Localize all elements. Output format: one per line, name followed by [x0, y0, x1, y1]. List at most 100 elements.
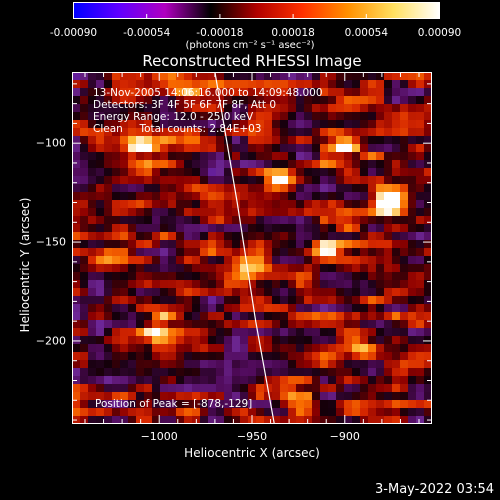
heatmap-cell [128, 304, 137, 313]
heatmap-cell [352, 376, 361, 385]
heatmap-cell [136, 88, 145, 97]
heatmap-cell [160, 360, 169, 369]
heatmap-cell [288, 360, 297, 369]
heatmap-cell [368, 304, 377, 313]
heatmap-cell [168, 112, 177, 121]
heatmap-cell [128, 88, 137, 97]
heatmap-cell [288, 208, 297, 217]
heatmap-cell [400, 80, 409, 89]
heatmap-cell [112, 96, 121, 105]
heatmap-cell [176, 160, 185, 169]
heatmap-cell [280, 416, 289, 424]
heatmap-cell [240, 368, 249, 377]
heatmap-cell [256, 72, 265, 81]
heatmap-cell [104, 224, 113, 233]
heatmap-cell [88, 240, 97, 249]
heatmap-cell [424, 72, 432, 81]
heatmap-cell [352, 272, 361, 281]
heatmap-cell [312, 72, 321, 81]
heatmap-cell [248, 336, 257, 345]
heatmap-cell [96, 128, 105, 137]
heatmap-cell [320, 384, 329, 393]
heatmap-cell [224, 72, 233, 81]
heatmap-cell [80, 192, 89, 201]
heatmap-cell [384, 288, 393, 297]
heatmap-cell [224, 328, 233, 337]
heatmap-cell [160, 208, 169, 217]
heatmap-cell [216, 408, 225, 417]
heatmap-cell [248, 232, 257, 241]
heatmap-cell [400, 368, 409, 377]
heatmap-cell [304, 344, 313, 353]
heatmap-cell [336, 416, 345, 424]
heatmap-cell [104, 152, 113, 161]
heatmap-cell [328, 416, 337, 424]
heatmap-cell [376, 352, 385, 361]
heatmap-cell [176, 376, 185, 385]
heatmap-cell [136, 160, 145, 169]
heatmap-cell [296, 320, 305, 329]
heatmap-cell [208, 240, 217, 249]
heatmap-cell [128, 184, 137, 193]
heatmap-cell [392, 312, 401, 321]
heatmap-cell [80, 248, 89, 257]
heatmap-cell [336, 248, 345, 257]
heatmap-cell [392, 184, 401, 193]
heatmap-cell [248, 344, 257, 353]
heatmap-cell [408, 104, 417, 113]
heatmap-cell [112, 160, 121, 169]
heatmap-cell [360, 200, 369, 209]
heatmap-cell [272, 88, 281, 97]
heatmap-cell [344, 352, 353, 361]
heatmap-cell [272, 272, 281, 281]
heatmap-cell [424, 256, 432, 265]
heatmap-cell [368, 216, 377, 225]
heatmap-cell [320, 264, 329, 273]
heatmap-cell [416, 144, 425, 153]
heatmap-cell [416, 272, 425, 281]
heatmap-cell [360, 384, 369, 393]
heatmap-cell [216, 400, 225, 409]
heatmap-cell [416, 384, 425, 393]
heatmap-cell [408, 240, 417, 249]
heatmap-cell [168, 304, 177, 313]
heatmap-cell [72, 248, 81, 257]
heatmap-cell [96, 392, 105, 401]
heatmap-cell [72, 264, 81, 273]
heatmap-cell [160, 272, 169, 281]
heatmap-cell [304, 264, 313, 273]
heatmap-cell [328, 344, 337, 353]
heatmap-cell [280, 160, 289, 169]
heatmap-cell [344, 208, 353, 217]
heatmap-cell [112, 192, 121, 201]
heatmap-cell [360, 336, 369, 345]
heatmap-cell [240, 384, 249, 393]
heatmap-cell [416, 408, 425, 417]
heatmap-cell [392, 336, 401, 345]
heatmap-cell [240, 296, 249, 305]
heatmap-cell [264, 160, 273, 169]
heatmap-cell [368, 160, 377, 169]
heatmap-cell [88, 320, 97, 329]
heatmap-cell [272, 216, 281, 225]
heatmap-cell [392, 232, 401, 241]
heatmap-cell [416, 320, 425, 329]
heatmap-cell [88, 80, 97, 89]
heatmap-cell [208, 400, 217, 409]
heatmap-cell [192, 400, 201, 409]
heatmap-cell [368, 112, 377, 121]
heatmap-cell [216, 192, 225, 201]
heatmap-cell [416, 264, 425, 273]
heatmap-cell [80, 408, 89, 417]
heatmap-cell [312, 288, 321, 297]
heatmap-cell [208, 128, 217, 137]
heatmap-cell [336, 280, 345, 289]
heatmap-cell [320, 104, 329, 113]
heatmap-cell [352, 264, 361, 273]
heatmap-cell [360, 96, 369, 105]
heatmap-cell [288, 416, 297, 424]
heatmap-cell [176, 408, 185, 417]
heatmap-cell [392, 376, 401, 385]
heatmap-cell [72, 360, 81, 369]
heatmap-cell [136, 272, 145, 281]
